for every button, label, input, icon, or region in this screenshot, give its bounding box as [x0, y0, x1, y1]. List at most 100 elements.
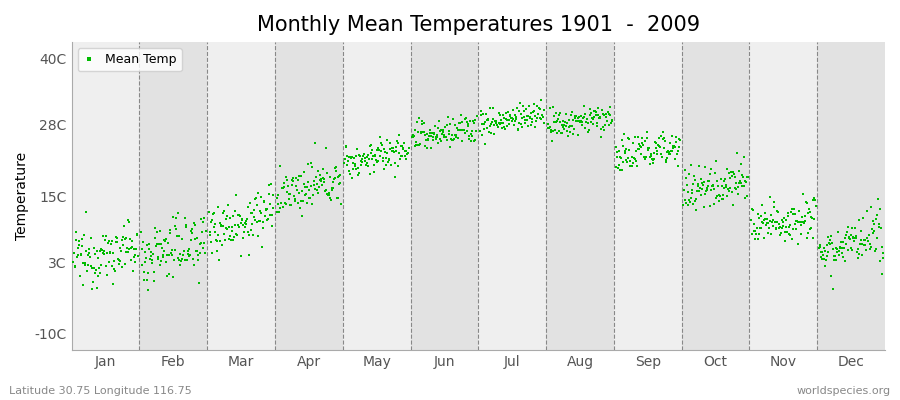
Mean Temp: [567, 126, 581, 132]
Mean Temp: [829, 256, 843, 263]
Mean Temp: [487, 122, 501, 128]
Mean Temp: [822, 240, 836, 246]
Mean Temp: [143, 255, 157, 262]
Mean Temp: [436, 127, 450, 133]
Mean Temp: [426, 136, 440, 143]
Mean Temp: [356, 159, 370, 165]
Mean Temp: [652, 135, 666, 142]
Mean Temp: [663, 151, 678, 157]
Mean Temp: [462, 133, 476, 140]
Mean Temp: [439, 134, 454, 141]
Mean Temp: [197, 215, 211, 222]
Mean Temp: [812, 245, 826, 251]
Mean Temp: [247, 207, 261, 213]
Mean Temp: [70, 252, 85, 258]
Mean Temp: [670, 150, 684, 157]
Mean Temp: [696, 182, 710, 188]
Mean Temp: [668, 156, 682, 162]
Mean Temp: [264, 181, 278, 188]
Mean Temp: [826, 286, 841, 292]
Mean Temp: [721, 186, 735, 192]
Mean Temp: [362, 155, 376, 162]
Mean Temp: [459, 119, 473, 126]
Mean Temp: [630, 146, 644, 152]
Mean Temp: [820, 242, 834, 248]
Mean Temp: [206, 210, 220, 216]
Mean Temp: [136, 277, 150, 283]
Mean Temp: [702, 177, 716, 184]
Mean Temp: [794, 222, 808, 228]
Mean Temp: [297, 181, 311, 187]
Mean Temp: [219, 225, 233, 231]
Mean Temp: [189, 234, 203, 241]
Mean Temp: [461, 123, 475, 130]
Mean Temp: [158, 238, 172, 244]
Mean Temp: [635, 142, 650, 148]
Bar: [410, 42, 478, 350]
Mean Temp: [536, 113, 550, 120]
Mean Temp: [81, 252, 95, 258]
Mean Temp: [652, 143, 666, 149]
Mean Temp: [469, 128, 483, 134]
Mean Temp: [76, 260, 91, 266]
Mean Temp: [156, 252, 170, 258]
Mean Temp: [119, 234, 133, 241]
Mean Temp: [509, 104, 524, 111]
Mean Temp: [364, 156, 379, 163]
Bar: [750, 42, 817, 350]
Mean Temp: [99, 263, 113, 270]
Mean Temp: [513, 120, 527, 127]
Mean Temp: [258, 206, 273, 212]
Mean Temp: [331, 173, 346, 180]
Mean Temp: [868, 228, 882, 234]
Mean Temp: [96, 250, 111, 256]
Mean Temp: [145, 257, 159, 263]
Mean Temp: [519, 113, 534, 120]
Mean Temp: [310, 187, 324, 193]
Mean Temp: [104, 238, 119, 244]
Mean Temp: [301, 161, 315, 168]
Mean Temp: [498, 126, 512, 133]
Mean Temp: [234, 253, 248, 259]
Mean Temp: [692, 163, 706, 169]
Mean Temp: [174, 257, 188, 264]
Mean Temp: [394, 153, 409, 160]
Mean Temp: [536, 113, 551, 120]
Mean Temp: [454, 127, 468, 133]
Mean Temp: [558, 119, 572, 126]
Mean Temp: [476, 111, 491, 118]
Mean Temp: [634, 144, 648, 150]
Mean Temp: [303, 160, 318, 166]
Mean Temp: [413, 140, 428, 147]
Mean Temp: [214, 222, 229, 228]
Mean Temp: [249, 219, 264, 226]
Mean Temp: [233, 220, 248, 226]
Mean Temp: [222, 223, 237, 230]
Mean Temp: [801, 210, 815, 216]
Mean Temp: [176, 251, 191, 258]
Mean Temp: [115, 242, 130, 248]
Mean Temp: [466, 138, 481, 144]
Mean Temp: [328, 164, 342, 171]
Mean Temp: [129, 246, 143, 252]
Mean Temp: [478, 119, 492, 125]
Mean Temp: [439, 122, 454, 128]
Mean Temp: [266, 205, 280, 212]
Mean Temp: [242, 232, 256, 238]
Mean Temp: [401, 145, 416, 152]
Mean Temp: [450, 125, 464, 131]
Mean Temp: [378, 162, 392, 168]
Mean Temp: [425, 130, 439, 136]
Mean Temp: [452, 127, 466, 133]
Mean Temp: [366, 153, 381, 160]
Mean Temp: [517, 114, 531, 120]
Mean Temp: [564, 122, 579, 129]
Mean Temp: [120, 244, 134, 251]
Mean Temp: [311, 184, 326, 190]
Mean Temp: [205, 216, 220, 223]
Mean Temp: [445, 137, 459, 143]
Mean Temp: [350, 172, 365, 178]
Mean Temp: [557, 122, 572, 128]
Mean Temp: [850, 235, 864, 241]
Mean Temp: [681, 197, 696, 204]
